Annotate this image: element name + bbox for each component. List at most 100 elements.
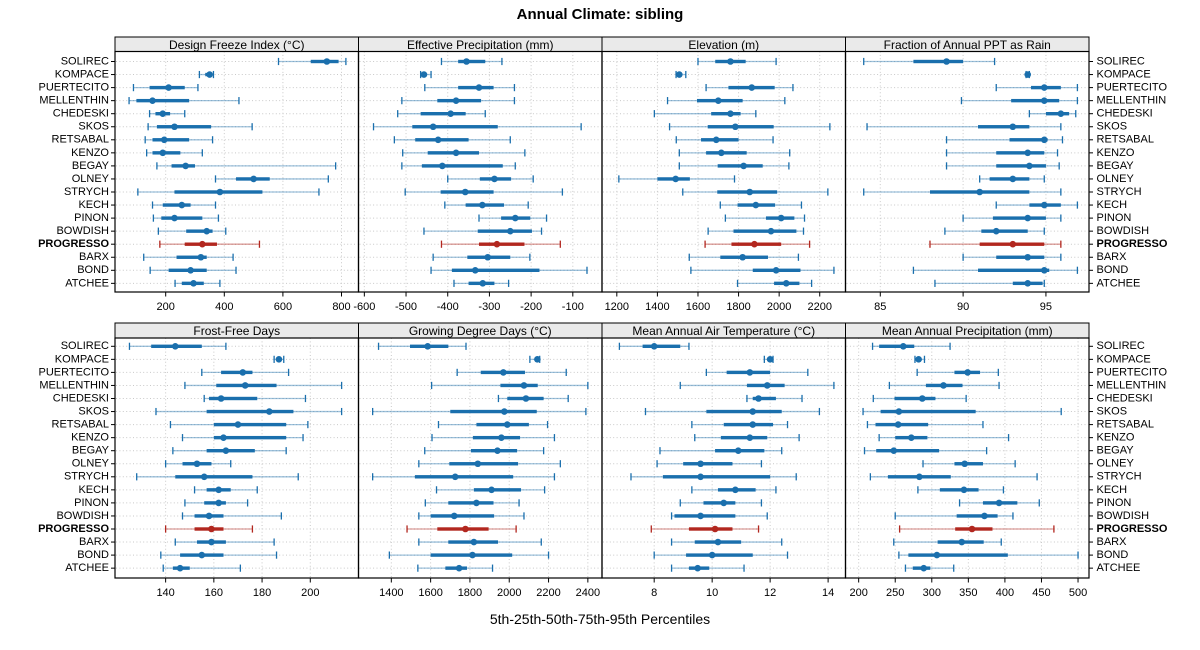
percentile-row-pinon: [478, 214, 548, 222]
axis-tick-label: 500: [1069, 587, 1087, 599]
percentile-row-pinon: [152, 214, 220, 222]
median-dot: [429, 123, 437, 131]
median-dot: [447, 110, 454, 117]
x-axis-mean-annual-precipitation-mm: 200 250 300 350 400 450 500: [849, 578, 1087, 599]
station-label-pinon: PINON: [1097, 497, 1132, 509]
percentile-row-barx: [143, 253, 234, 261]
percentile-row-puertecito: [201, 368, 290, 376]
percentile-row-atchee: [453, 279, 510, 287]
median-dot: [746, 369, 754, 376]
axis-tick-label: -200: [520, 301, 542, 313]
percentile-row-bond: [160, 551, 278, 559]
panel-border: [844, 50, 1090, 293]
median-dot: [712, 136, 720, 144]
percentile-row-strych: [630, 473, 797, 481]
bar-25-75: [703, 501, 736, 505]
percentile-row-solirec: [863, 57, 996, 66]
station-label-progresso: PROGRESSO: [1097, 523, 1168, 535]
percentile-row-progresso: [406, 525, 517, 533]
percentile-row-bond: [149, 266, 237, 274]
percentile-row-barx: [688, 253, 800, 261]
percentile-row-pinon: [962, 214, 1062, 222]
percentile-row-bowdish: [157, 227, 227, 235]
station-label-kech: KECH: [1097, 484, 1128, 496]
station-label-kompace: KOMPACE: [55, 68, 109, 80]
median-dot: [749, 421, 757, 428]
axis-tick-label: 1400: [645, 301, 669, 313]
percentile-row-kech: [691, 486, 777, 494]
percentile-row-puertecito: [424, 84, 516, 92]
percentile-row-skos: [668, 123, 831, 131]
station-label-atchee: ATCHEE: [65, 277, 109, 289]
median-dot: [506, 227, 514, 235]
percentile-row-skos: [147, 123, 253, 131]
bar-25-75: [717, 164, 763, 168]
bar-25-75: [908, 553, 1008, 557]
bar-25-75: [978, 125, 1030, 129]
percentile-row-bowdish: [944, 227, 1045, 235]
percentile-row-begay: [678, 162, 790, 170]
panel-effective-precipitation-mm: Effective Precipitation (mm): [357, 36, 603, 293]
bar-25-75: [213, 422, 287, 427]
x-axis-frost-free-days: 140 160 180 200: [156, 578, 319, 599]
station-label-kech: KECH: [78, 199, 109, 211]
median-dot: [964, 369, 971, 376]
percentile-row-olney: [214, 175, 329, 183]
percentile-row-solirec: [277, 57, 347, 66]
bar-25-75: [733, 229, 797, 233]
median-dot: [1040, 136, 1048, 144]
panel-mean-annual-air-temperature-c: Mean Annual Air Temperature (°C): [601, 322, 847, 579]
median-dot: [697, 512, 704, 520]
median-dot: [503, 421, 511, 428]
panel-title: Frost-Free Days: [193, 324, 280, 338]
axis-tick-label: 140: [156, 587, 174, 599]
bar-25-75: [1011, 98, 1060, 103]
station-label-barx: BARX: [1097, 251, 1128, 263]
median-dot: [1024, 253, 1032, 261]
percentile-row-progresso: [650, 525, 760, 533]
median-dot: [215, 499, 222, 507]
bar-25-75: [954, 462, 983, 466]
percentile-row-puertecito: [916, 368, 999, 376]
median-dot: [1024, 149, 1032, 157]
median-dot: [1024, 214, 1032, 222]
station-label-chedeski: CHEDESKI: [53, 392, 109, 404]
bar-25-75: [500, 383, 538, 388]
percentile-row-barx: [962, 253, 1062, 261]
median-dot: [1040, 84, 1048, 91]
median-dot: [943, 58, 950, 65]
median-dot: [500, 369, 507, 376]
percentile-row-atchee: [670, 564, 745, 572]
median-dot: [918, 395, 926, 402]
median-dot: [751, 240, 758, 248]
bar-25-75: [175, 475, 253, 479]
median-dot: [739, 253, 746, 261]
median-dot: [534, 356, 541, 363]
median-dot: [479, 201, 486, 209]
percentile-row-skos: [862, 407, 1062, 416]
percentile-row-chedeski: [653, 110, 757, 118]
bar-25-75: [451, 268, 540, 272]
median-dot: [420, 71, 428, 78]
median-dot: [718, 149, 725, 157]
median-dot: [239, 369, 247, 376]
station-label-bond: BOND: [1097, 264, 1129, 276]
bar-25-75: [136, 98, 190, 103]
percentile-row-kompace: [198, 70, 215, 79]
median-dot: [746, 188, 754, 196]
station-label-kenzo: KENZO: [71, 432, 109, 444]
panel-title: Mean Annual Air Temperature (°C): [632, 324, 815, 338]
median-dot: [171, 343, 179, 350]
median-dot: [197, 253, 205, 261]
median-dot: [748, 84, 756, 91]
median-dot: [494, 447, 501, 455]
percentile-row-bond: [653, 551, 789, 559]
axis-tick-label: 2000: [767, 301, 791, 313]
percentile-row-bond: [912, 266, 1079, 274]
percentile-row-mellenthin: [960, 97, 1079, 105]
x-axis-elevation-m: 1200 1400 1600 1800 2000 2200: [605, 292, 832, 313]
bar-25-75: [879, 344, 915, 348]
bar-25-75: [176, 255, 207, 259]
percentile-row-olney: [656, 460, 763, 468]
